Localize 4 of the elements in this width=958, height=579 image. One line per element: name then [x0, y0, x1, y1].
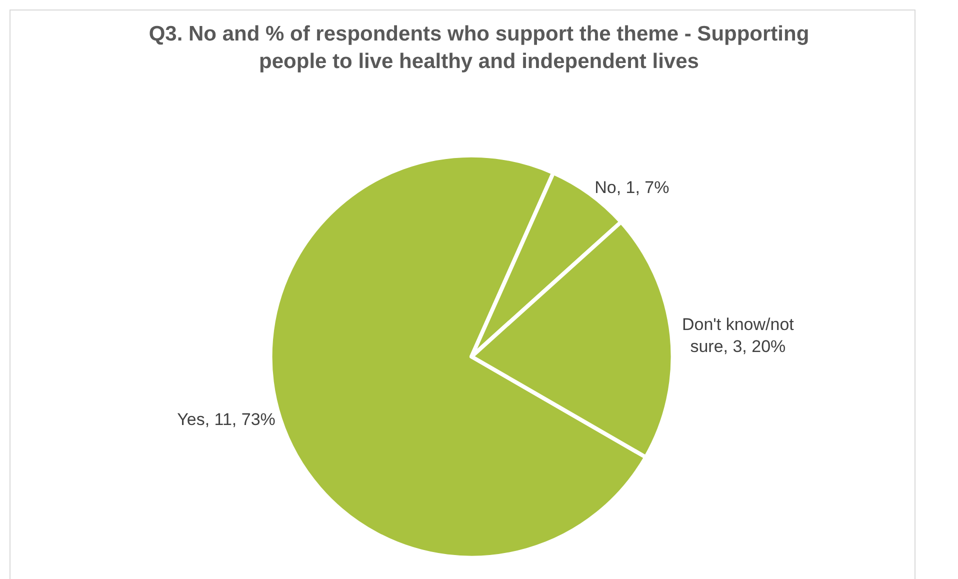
- slice-label: Don't know/not sure, 3, 20%: [682, 314, 794, 356]
- chart-title: Q3. No and % of respondents who support the theme - Supporting people to live healthy and independent lives: [148, 22, 810, 73]
- slice-label: No, 1, 7%: [594, 178, 670, 198]
- slice-label: Yes, 11, 73%: [177, 410, 276, 430]
